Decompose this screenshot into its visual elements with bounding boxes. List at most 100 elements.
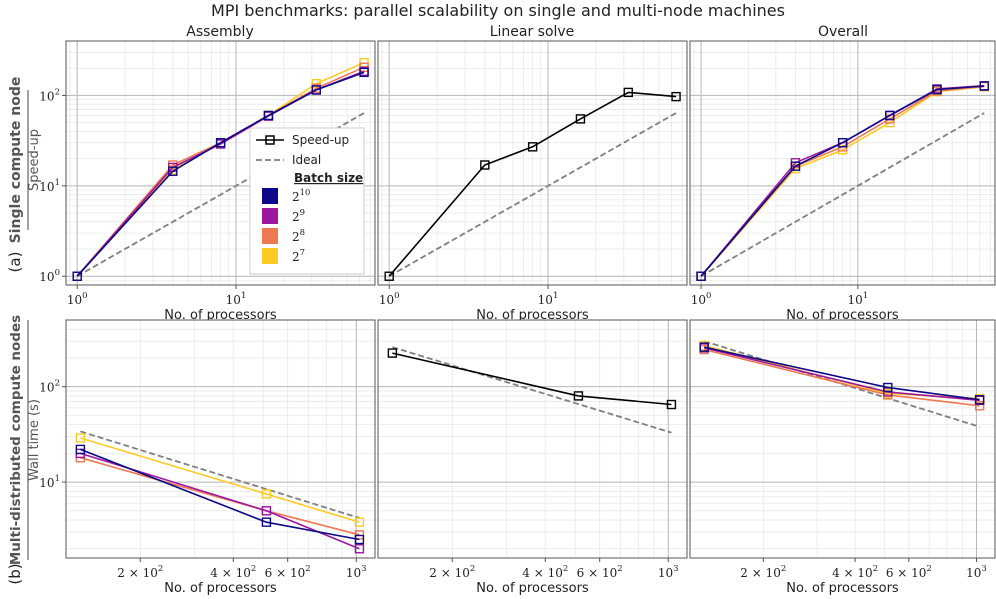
x-tick-label: 100 [691, 291, 712, 307]
series-line [704, 346, 980, 401]
data-point [354, 544, 365, 554]
x-tick-label: 103 [346, 564, 367, 580]
column-title-linear: Linear solve [490, 24, 575, 40]
data-point [979, 81, 989, 91]
x-axis-label: No. of processors [164, 581, 277, 595]
panel-b-overall: 2 × 102 4 × 102 6 × 102 103 No. of processor… [689, 319, 996, 596]
ideal-line [388, 112, 677, 277]
row-a-tag: (a) [6, 252, 24, 273]
x-tick-label: 100 [379, 291, 400, 307]
legend-batch-label: 28 [292, 228, 305, 244]
row-a-ylabel: Speed-up [27, 129, 42, 191]
x-tick-label: 4 × 102 [832, 564, 878, 580]
data-point [215, 137, 226, 148]
data-point [261, 506, 272, 516]
x-tick-label: 100 [67, 291, 88, 307]
ideal-line [80, 430, 360, 519]
x-tick-label: 6 × 102 [265, 564, 311, 580]
data-point [480, 160, 490, 170]
series-line [388, 91, 677, 277]
ideal-line [700, 112, 985, 277]
data-point [885, 110, 895, 121]
plot-frame [65, 40, 376, 286]
row-b-ylabel: Wall time (s) [27, 399, 42, 481]
column-title-assembly: Assembly [186, 24, 253, 40]
data-point [72, 271, 82, 281]
x-axis-label: No. of processors [786, 308, 899, 323]
x-tick-label: 101 [538, 291, 559, 307]
legend-batch-label: 27 [292, 248, 305, 264]
legend-batch-title: Batch size [294, 171, 363, 185]
x-tick-label: 101 [847, 291, 868, 307]
data-point [261, 489, 272, 499]
data-point [168, 166, 178, 176]
legend-batch-swatch [262, 248, 278, 264]
y-tick-label: 101 [39, 474, 60, 490]
legend-ideal-label: Ideal [292, 153, 321, 167]
plot-frame [689, 40, 996, 286]
x-tick-label: 6 × 102 [886, 564, 932, 580]
series-line [80, 452, 360, 550]
plot-frame [377, 319, 688, 559]
plot-frame [65, 319, 376, 559]
row-b-tag: (b) [6, 563, 24, 584]
legend-speedup-label: Speed-up [292, 133, 349, 147]
plot-area [690, 320, 995, 558]
data-point [666, 399, 677, 410]
legend-batch-swatch [262, 208, 278, 224]
column-title-overall: Overall [818, 24, 868, 40]
y-tick-label: 102 [39, 87, 60, 103]
data-point [263, 110, 274, 121]
data-point [974, 395, 985, 405]
data-point [75, 444, 86, 455]
x-tick-label: 2 × 102 [117, 564, 163, 580]
series-line [392, 352, 672, 406]
x-tick-label: 2 × 102 [429, 564, 475, 580]
x-tick-label: 4 × 102 [522, 564, 568, 580]
series-line [76, 71, 365, 277]
series-line [700, 85, 985, 277]
data-point [384, 271, 394, 281]
data-point [790, 161, 801, 171]
x-axis-label: No. of processors [164, 308, 277, 323]
x-tick-label: 103 [658, 564, 679, 580]
y-tick-label: 102 [39, 379, 60, 395]
y-tick-label: 100 [39, 268, 60, 284]
row-b-name: Multi-distributed compute nodes [8, 315, 24, 565]
legend-batch-label: 210 [292, 188, 310, 204]
plot-area [378, 320, 687, 558]
ideal-line [392, 346, 672, 434]
x-tick-label: 101 [226, 291, 247, 307]
series-line [80, 437, 360, 523]
x-tick-label: 2 × 102 [740, 564, 786, 580]
plot-area [66, 320, 375, 558]
legend-speedup-marker [265, 135, 275, 145]
data-point [837, 137, 848, 148]
row-a-name: Single compute node [8, 77, 24, 244]
x-axis-label: No. of processors [476, 308, 589, 323]
data-point [75, 433, 86, 443]
data-point [883, 382, 893, 393]
x-tick-label: 6 × 102 [577, 564, 623, 580]
data-point [699, 342, 709, 352]
data-point [527, 142, 538, 152]
legend-batch-swatch [262, 228, 278, 244]
data-point [354, 517, 365, 527]
y-tick-label: 101 [39, 178, 60, 194]
data-point [354, 534, 365, 545]
data-point [932, 84, 942, 95]
data-point [575, 114, 586, 124]
data-point [387, 348, 398, 358]
panel-b-assembly: 2 × 102 4 × 102 6 × 102 103 101 102 No. of pro… [39, 319, 376, 596]
data-point [671, 91, 681, 102]
figure-title: MPI benchmarks: parallel scalability on … [211, 1, 785, 20]
legend: Speed-up Ideal Batch size 210 29 28 27 [249, 127, 365, 275]
data-point [311, 85, 321, 95]
x-axis-label: No. of processors [476, 581, 589, 595]
plot-frame [689, 319, 996, 559]
x-tick-label: 4 × 102 [210, 564, 256, 580]
data-point [573, 391, 584, 401]
